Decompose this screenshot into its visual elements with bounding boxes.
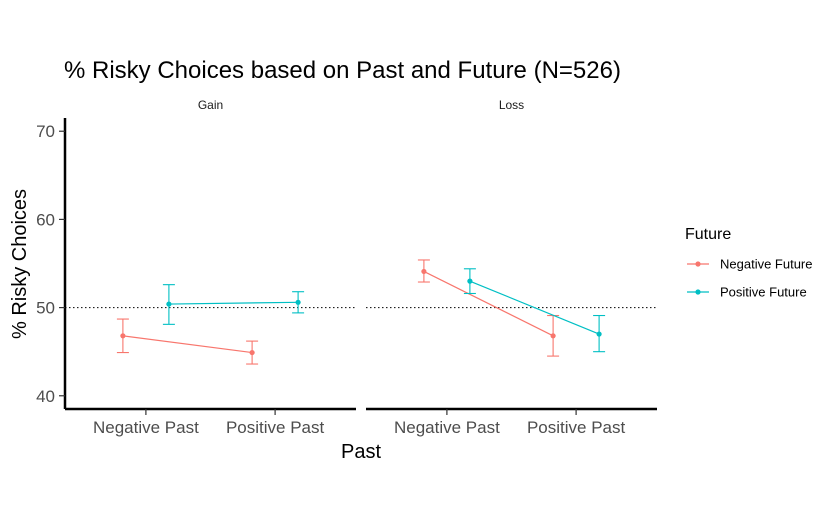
y-tick-label: 40 [36,387,55,406]
y-tick-label: 70 [36,122,55,141]
legend: Future Negative Future Positive Future [685,226,813,300]
x-tick-label: Positive Past [226,418,325,437]
legend-label: Positive Future [720,285,807,300]
facet-strip-label: Gain [198,98,223,112]
panel-gain: Gain Negative Past Positive Past [65,98,356,437]
data-point [467,278,473,284]
data-point [295,299,301,305]
panel-loss: Loss Negative Past Positive Past [366,98,657,437]
x-tick-label: Negative Past [394,418,500,437]
legend-key-point [695,289,701,295]
legend-key-point [695,261,701,267]
data-point [550,333,556,339]
legend-title: Future [685,226,731,243]
data-point [120,333,126,339]
series-negative-future [417,259,560,357]
series-negative-future [116,318,259,365]
data-point [249,349,255,356]
y-axis: 40 50 60 70 [36,118,67,409]
data-point [421,268,427,275]
data-point [596,331,602,337]
legend-item: Negative Future [687,257,813,272]
legend-item: Positive Future [687,285,807,300]
x-tick-label: Negative Past [93,418,199,437]
series-line [423,270,554,337]
y-tick-label: 50 [36,299,55,318]
chart-title: % Risky Choices based on Past and Future… [64,57,621,84]
panels: Gain Negative Past Positive Past Loss Negati… [65,98,657,437]
y-axis-title: % Risky Choices [9,189,31,339]
x-tick-label: Positive Past [527,418,626,437]
series-line [168,301,299,305]
legend-label: Negative Future [720,257,813,272]
series-positive-future [463,268,606,353]
series-positive-future [162,284,305,325]
data-point [166,301,172,307]
x-axis-title: Past [341,441,381,463]
series-line [122,335,253,354]
series-line [469,280,600,335]
y-tick-label: 60 [36,210,55,229]
facet-strip-label: Loss [499,98,524,112]
